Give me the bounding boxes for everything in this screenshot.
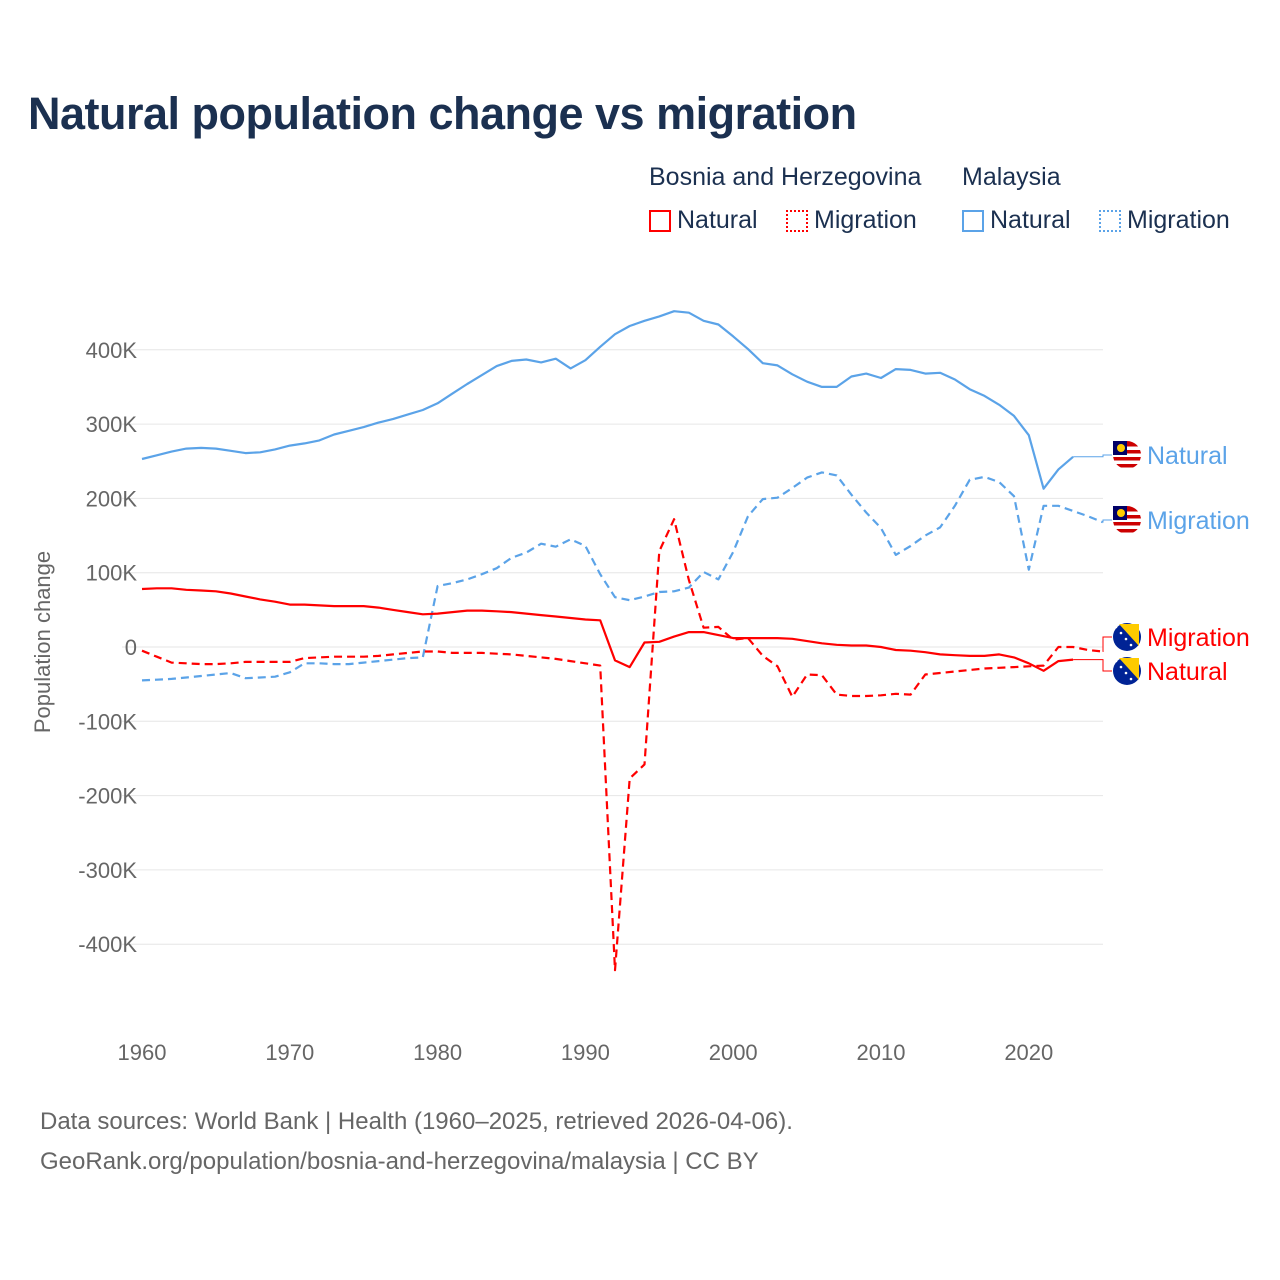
flag-star [1119, 631, 1123, 635]
legend-swatch-dotted [786, 209, 808, 232]
y-tick-label: 200K [86, 486, 138, 511]
x-tick-label: 1970 [265, 1040, 314, 1065]
x-tick-label: 1960 [118, 1040, 167, 1065]
bosnia-flag-icon [1113, 623, 1141, 651]
legend-label: Migration [1127, 206, 1230, 234]
flag-stripe [1113, 525, 1141, 529]
flag-star [1124, 637, 1128, 641]
y-tick-label: -400K [78, 932, 137, 957]
y-tick-label: 0 [125, 635, 137, 660]
y-axis-label: Population change [30, 551, 55, 733]
end-label: Natural [1147, 658, 1228, 686]
malaysia-flag-icon [1113, 506, 1141, 536]
x-tick-label: 2020 [1004, 1040, 1053, 1065]
flag-stripe [1113, 532, 1141, 536]
leader-line [1102, 519, 1112, 523]
flag-star [1129, 677, 1133, 681]
flag-star [1119, 665, 1123, 669]
flag-star [1114, 625, 1118, 629]
flag-crescent [1117, 509, 1125, 517]
y-tick-label: -300K [78, 858, 137, 883]
legend-swatch-dotted [1099, 209, 1121, 232]
x-tick-label: 2000 [709, 1040, 758, 1065]
footer-sources: Data sources: World Bank | Health (1960–… [40, 1108, 793, 1135]
flag-triangle [1119, 624, 1139, 646]
flag-triangle [1119, 658, 1139, 680]
series-line-1 [141, 471, 1104, 682]
flag-stripe [1113, 453, 1141, 457]
flag-star [1114, 659, 1118, 663]
legend-label: Natural [677, 206, 758, 234]
legend-item-my-migration[interactable]: Migration [1099, 206, 1230, 235]
series-line-2 [141, 587, 1074, 672]
legend-group-bosnia: Bosnia and Herzegovina [649, 163, 922, 191]
x-tick-label: 2010 [857, 1040, 906, 1065]
flag-stripe [1113, 460, 1141, 464]
bosnia-flag-icon [1113, 657, 1141, 685]
end-label: Migration [1147, 507, 1250, 535]
x-tick-label: 1980 [413, 1040, 462, 1065]
chart-title: Natural population change vs migration [28, 88, 857, 139]
end-label: Migration [1147, 624, 1250, 652]
legend-swatch-solid [649, 209, 671, 232]
legend-item-my-natural[interactable]: Natural [962, 206, 1071, 235]
legend-label: Natural [990, 206, 1071, 234]
legend-item-bih-migration[interactable]: Migration [786, 206, 917, 235]
flag-crescent [1117, 444, 1125, 452]
footer-attribution: GeoRank.org/population/bosnia-and-herzeg… [40, 1148, 759, 1175]
y-tick-label: 100K [86, 561, 138, 586]
series-line-0 [141, 310, 1074, 490]
leader-line [1073, 454, 1112, 458]
leader-line [1102, 636, 1112, 652]
series-line-3 [141, 518, 1103, 972]
legend-group-malaysia: Malaysia [962, 163, 1061, 191]
flag-stripe [1113, 518, 1141, 522]
y-tick-label: 300K [86, 412, 138, 437]
legend-swatch-solid [962, 209, 984, 232]
y-tick-label: -100K [78, 709, 137, 734]
y-tick-label: 400K [86, 338, 138, 363]
flag-stripe [1113, 467, 1141, 471]
flag-star [1124, 671, 1128, 675]
y-tick-label: -200K [78, 784, 137, 809]
end-label: Natural [1147, 442, 1228, 470]
flag-star [1129, 643, 1133, 647]
x-tick-label: 1990 [561, 1040, 610, 1065]
malaysia-flag-icon [1113, 441, 1141, 471]
legend-label: Migration [814, 206, 917, 234]
legend-item-bih-natural[interactable]: Natural [649, 206, 758, 235]
leader-line [1073, 659, 1112, 672]
